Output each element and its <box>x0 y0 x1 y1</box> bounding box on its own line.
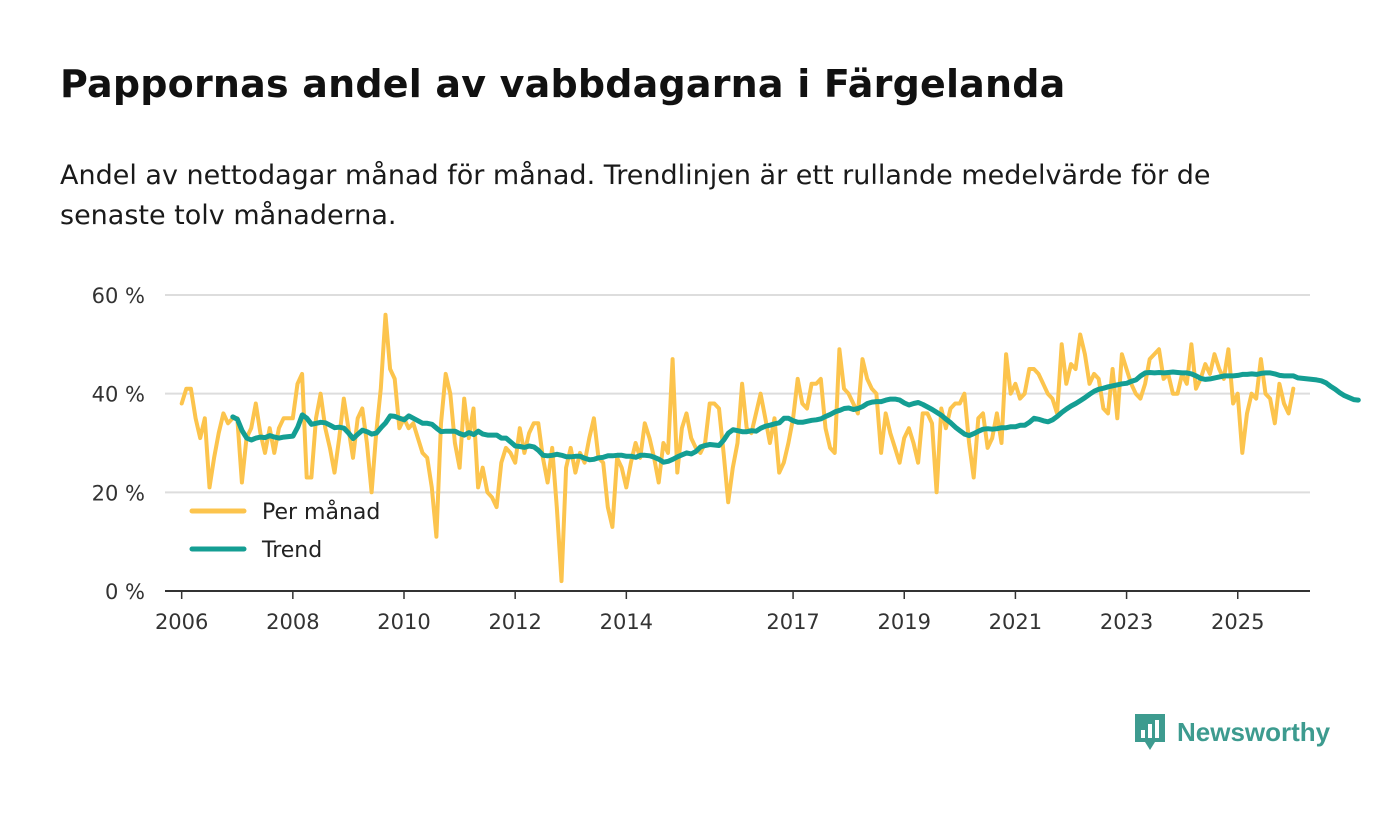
newsworthy-logo-icon <box>1135 714 1165 750</box>
series-lines <box>179 312 1361 584</box>
legend-label: Per månad <box>262 499 380 525</box>
x-tick-label: 2021 <box>989 610 1042 634</box>
series-line-trend <box>230 369 1361 465</box>
x-tick-label: 2025 <box>1211 610 1264 634</box>
chart-title: Pappornas andel av vabbdagarna i Färgela… <box>60 62 1066 106</box>
y-tick-label: 60 % <box>92 284 145 308</box>
x-tick-label: 2008 <box>266 610 319 634</box>
chart-subtitle: Andel av nettodagar månad för månad. Tre… <box>60 160 1211 231</box>
y-tick-label: 0 % <box>105 580 145 604</box>
legend-label: Trend <box>261 538 322 563</box>
x-tick-label: 2023 <box>1100 610 1153 634</box>
x-tick-label: 2010 <box>377 610 430 634</box>
y-axis-ticks: 0 % 20 % 40 % 60 % <box>92 284 145 604</box>
series-line-per-manad <box>179 312 1296 584</box>
brand-name: Newsworthy <box>1177 716 1331 747</box>
x-tick-label: 2014 <box>600 610 653 634</box>
x-tick-label: 2019 <box>878 610 931 634</box>
x-tick-label: 2006 <box>155 610 208 634</box>
x-axis-ticks: 2006 2008 2010 2012 2014 2017 2019 2021 2023 2025 <box>155 591 1264 634</box>
legend: Per månad Trend <box>189 499 380 563</box>
x-tick-label: 2017 <box>766 610 819 634</box>
y-tick-label: 20 % <box>92 481 145 505</box>
brand-logo: Newsworthy <box>1133 712 1330 752</box>
x-tick-label: 2012 <box>488 610 541 634</box>
y-tick-label: 40 % <box>92 383 145 407</box>
